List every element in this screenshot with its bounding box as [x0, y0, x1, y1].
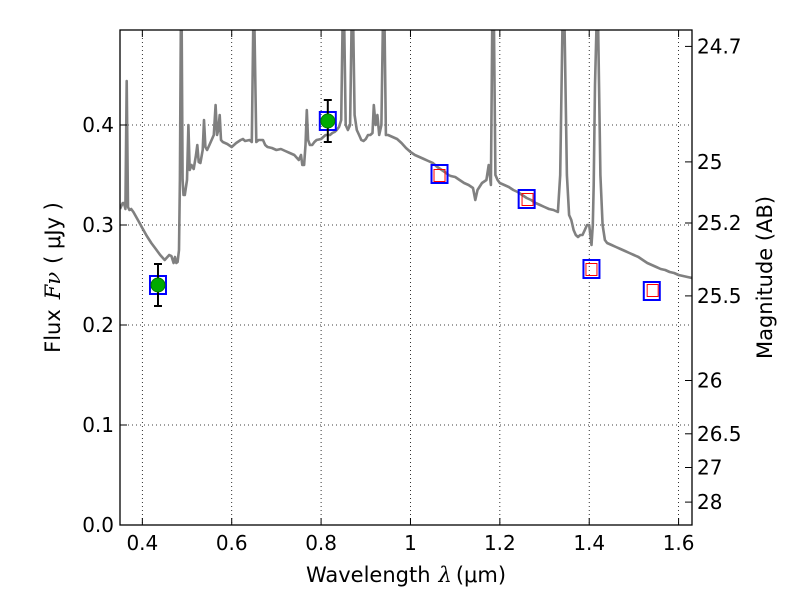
model-band-square — [582, 259, 601, 279]
x-axis-label-unit: (μm) — [456, 563, 506, 587]
grid-lines — [120, 30, 692, 526]
x-axis-label-symbol: λ — [438, 563, 452, 587]
y-tick-label: 0.0 — [82, 513, 114, 537]
x-axis-label: Wavelength λ (μm) — [306, 563, 506, 587]
y-tick-label: 0.4 — [82, 113, 114, 137]
y-tick-label: 0.3 — [82, 213, 114, 237]
photometry-points — [148, 99, 661, 307]
magnitude-tick-label: 25.5 — [697, 284, 742, 308]
x-axis-label-text: Wavelength — [306, 563, 431, 587]
magnitude-tick-label: 26.5 — [697, 422, 742, 446]
x-tick-label: 0.8 — [305, 531, 337, 555]
model-band-square — [642, 281, 661, 301]
y-axis-label-unit: ( μJy ) — [41, 202, 65, 264]
observed-flux-point — [150, 277, 166, 293]
model-band-square — [430, 164, 449, 184]
magnitude-tick-label: 25.2 — [697, 211, 742, 235]
x-tick-label: 1.6 — [663, 531, 695, 555]
y-axis-label-text: Flux — [41, 309, 65, 353]
magnitude-tick-label: 28 — [697, 490, 722, 514]
x-tick-label: 1.2 — [484, 531, 516, 555]
model-alt-square — [433, 169, 446, 182]
magnitude-tick-label: 26 — [697, 369, 722, 393]
model-alt-square — [521, 193, 534, 206]
x-tick-label: 0.6 — [216, 531, 248, 555]
y-tick-label: 0.2 — [82, 313, 114, 337]
x-tick-label: 0.4 — [126, 531, 158, 555]
y2-axis-label: Magnitude (AB) — [753, 196, 777, 359]
x-tick-label: 1 — [404, 531, 417, 555]
observed-flux-point — [320, 113, 336, 129]
sed-model-line — [120, 30, 692, 280]
magnitude-tick-label: 25 — [697, 150, 722, 174]
y-tick-label: 0.1 — [82, 413, 114, 437]
model-alt-square — [646, 284, 659, 297]
y-axis-label: Flux Fν ( μJy ) — [41, 202, 65, 353]
model-band-square — [517, 189, 536, 209]
sed-model-layer — [120, 30, 692, 280]
magnitude-tick-label: 24.7 — [697, 34, 742, 58]
axis-ticks: 0.4 0.6 0.8 1 1.2 1.4 1.6 0.0 0.1 0.2 0.3 0.4 24.7 25… — [82, 30, 742, 555]
plot-frame — [119, 29, 693, 526]
y-axis-label-symbol: Fν — [41, 272, 65, 301]
model-alt-square — [585, 263, 598, 276]
magnitude-tick-label: 27 — [697, 456, 722, 480]
x-tick-label: 1.4 — [573, 531, 605, 555]
